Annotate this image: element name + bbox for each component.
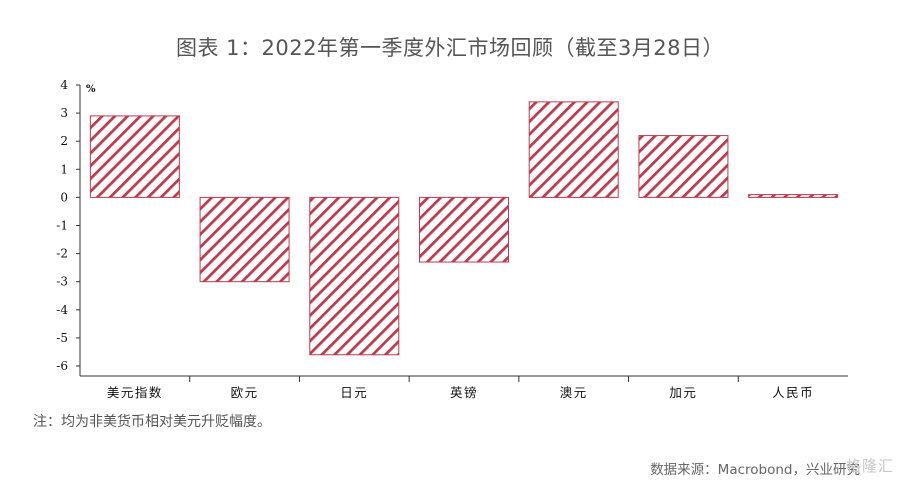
bar-layer [89,101,839,356]
bar-3 [419,196,509,263]
x-category-label: 欧元 [231,385,259,400]
y-tick-label: -5 [56,331,68,345]
y-tick-label: 3 [60,106,68,120]
bar-6 [748,194,839,198]
y-tick-label: -6 [56,359,68,373]
y-tick-label: 1 [60,162,68,176]
y-tick-label: 4 [60,78,68,92]
y-unit-label: % [86,84,96,95]
bar-1 [199,196,290,283]
y-tick-label: -3 [56,275,68,289]
label-layer: 4 3 2 1 0 -1 -2 -3 -4 -5 -6% 美元指数 欧元 日元 英镑 澳元 加元 人民币 [56,78,814,400]
y-tick-label: -4 [56,303,68,317]
axis-layer [76,84,848,382]
chart-title: 图表 1：2022年第一季度外汇市场回顾（截至3月28日） [175,36,725,60]
bar-4 [528,101,619,198]
y-tick-label: -2 [56,247,68,261]
y-tick-label: -1 [56,219,68,233]
footnote: 注：均为非美货币相对美元升贬幅度。 [33,414,271,430]
data-source: 数据来源：Macrobond，兴业研究 [650,462,860,478]
x-category-label: 人民币 [772,385,814,400]
x-category-label: 加元 [669,385,697,400]
bar-0 [89,115,180,198]
x-category-label: 日元 [340,385,368,400]
y-tick-label: 2 [60,134,68,148]
x-category-label: 美元指数 [107,385,163,400]
x-category-label: 英镑 [450,385,478,400]
bar-5 [638,135,729,198]
y-tick-label: 0 [60,190,68,204]
bar-2 [309,196,400,356]
watermark-logo: 格隆汇 [845,457,894,475]
x-category-label: 澳元 [560,385,588,400]
